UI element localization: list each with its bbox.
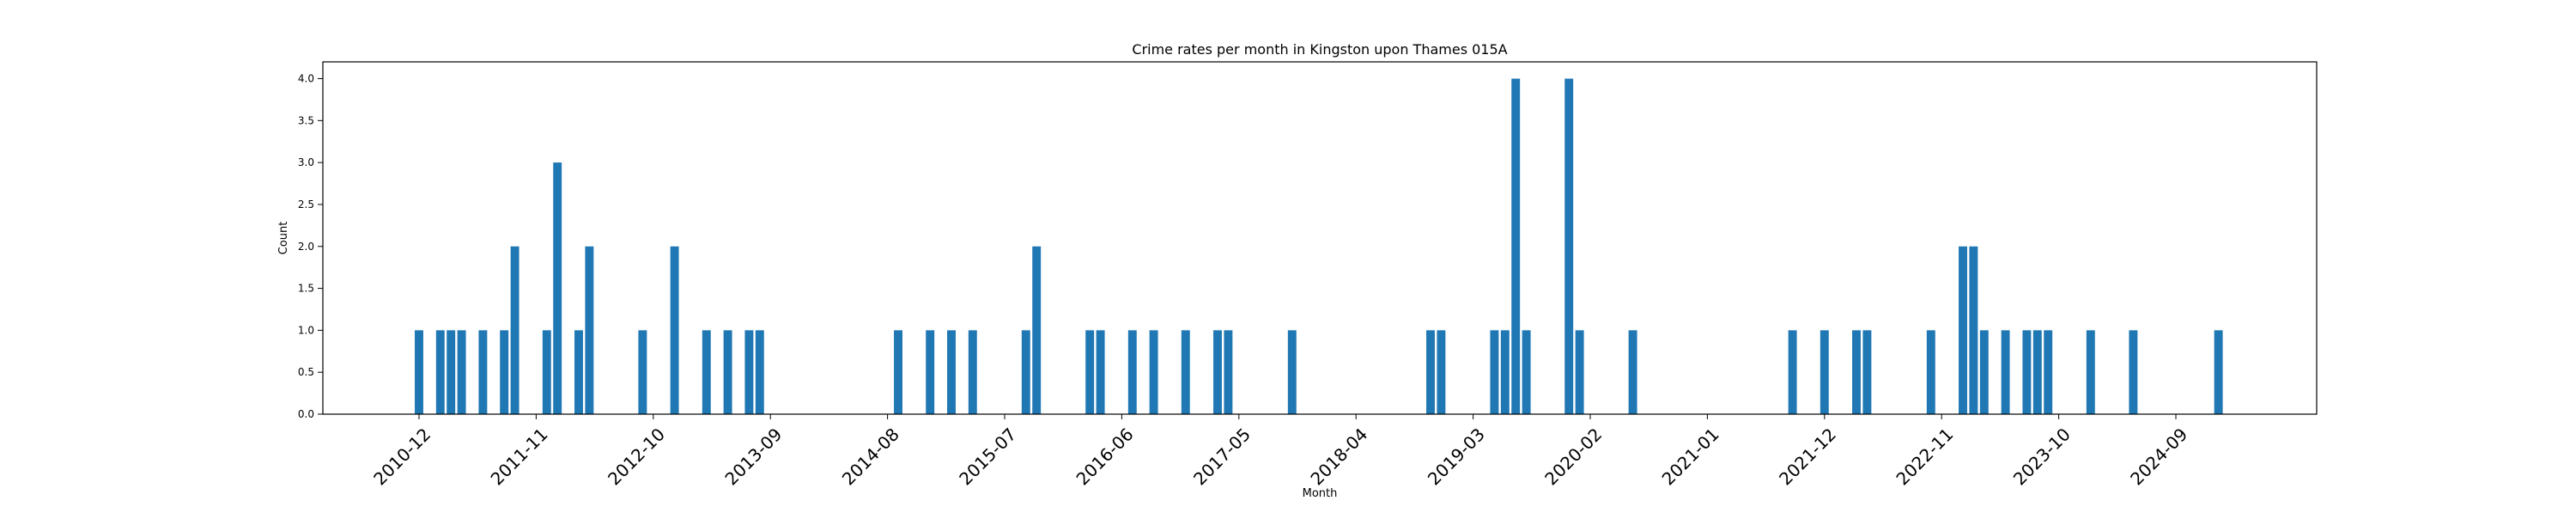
bar bbox=[1852, 330, 1861, 414]
bar bbox=[1032, 246, 1042, 414]
bar bbox=[1862, 330, 1872, 414]
bar bbox=[1096, 330, 1105, 414]
bar bbox=[1522, 330, 1531, 414]
x-tick-label: 2013-09 bbox=[720, 424, 786, 489]
bar bbox=[1021, 330, 1030, 414]
y-tick-label: 1.0 bbox=[298, 324, 314, 336]
bar bbox=[457, 330, 466, 414]
bar bbox=[2022, 330, 2032, 414]
bar bbox=[1926, 330, 1935, 414]
bar bbox=[947, 330, 956, 414]
bar bbox=[478, 330, 488, 414]
x-tick-label: 2015-07 bbox=[955, 424, 1020, 489]
bar bbox=[542, 330, 551, 414]
x-tick-label: 2018-04 bbox=[1306, 424, 1371, 489]
x-tick-label: 2012-10 bbox=[604, 424, 669, 489]
x-tick-label: 2020-02 bbox=[1540, 424, 1606, 489]
bar bbox=[1149, 330, 1158, 414]
x-tick-label: 2021-12 bbox=[1775, 424, 1840, 489]
bar bbox=[1490, 330, 1499, 414]
x-tick-label: 2010-12 bbox=[369, 424, 434, 489]
bar bbox=[1575, 330, 1584, 414]
y-tick-label: 3.0 bbox=[298, 156, 314, 168]
y-tick-label: 0.0 bbox=[298, 408, 314, 420]
x-tick-label: 2021-01 bbox=[1658, 424, 1723, 489]
y-tick-label: 1.5 bbox=[298, 283, 314, 295]
y-tick-label: 2.0 bbox=[298, 241, 314, 253]
bar bbox=[702, 330, 711, 414]
x-tick-label: 2023-10 bbox=[2009, 424, 2075, 489]
x-tick-label: 2019-03 bbox=[1424, 424, 1489, 489]
x-tick-label: 2014-08 bbox=[838, 424, 903, 489]
bar bbox=[1564, 78, 1574, 415]
bar bbox=[1511, 78, 1521, 415]
chart-title: Crime rates per month in Kingston upon T… bbox=[1132, 41, 1507, 58]
bar bbox=[2032, 330, 2042, 414]
bar bbox=[723, 330, 732, 414]
bar bbox=[2129, 330, 2138, 414]
bar bbox=[1287, 330, 1297, 414]
bar bbox=[435, 330, 445, 414]
x-tick-label: 2022-11 bbox=[1892, 424, 1957, 489]
bar bbox=[447, 330, 456, 414]
y-axis-label: Count bbox=[277, 222, 290, 255]
x-tick-label: 2024-09 bbox=[2126, 424, 2191, 489]
bar bbox=[1969, 246, 1978, 414]
y-tick-label: 4.0 bbox=[298, 73, 314, 85]
bar bbox=[1437, 330, 1446, 414]
y-axis: 0.0 0.5 1.0 1.5 2.0 2.5 3.0 3.5 4.0 bbox=[298, 73, 323, 420]
bar bbox=[500, 330, 509, 414]
y-tick-label: 3.5 bbox=[298, 114, 314, 126]
bar bbox=[415, 330, 423, 414]
bar bbox=[1127, 330, 1137, 414]
bar bbox=[755, 330, 764, 414]
bar bbox=[2044, 330, 2053, 414]
plot-frame bbox=[322, 61, 2318, 415]
bar bbox=[926, 330, 935, 414]
bar bbox=[1500, 330, 1510, 414]
x-tick-label: 2011-11 bbox=[487, 424, 552, 489]
bar bbox=[2214, 330, 2223, 414]
bar bbox=[574, 330, 583, 414]
bar bbox=[2001, 330, 2010, 414]
bar bbox=[968, 330, 977, 414]
bar bbox=[1788, 330, 1797, 414]
bar bbox=[744, 330, 754, 414]
bar bbox=[2086, 330, 2095, 414]
x-tick-label: 2017-05 bbox=[1189, 424, 1255, 489]
bar bbox=[894, 330, 902, 414]
bar bbox=[1959, 246, 1967, 414]
bar bbox=[1085, 330, 1095, 414]
bar bbox=[1181, 330, 1190, 414]
bar bbox=[670, 246, 679, 414]
y-tick-label: 2.5 bbox=[298, 198, 314, 211]
bar bbox=[1426, 330, 1435, 414]
bar bbox=[1979, 330, 1989, 414]
y-tick-label: 0.5 bbox=[298, 366, 314, 378]
bar bbox=[510, 246, 519, 414]
bar bbox=[1213, 330, 1222, 414]
bar bbox=[1628, 330, 1637, 414]
bar bbox=[1820, 330, 1829, 414]
bar bbox=[553, 162, 562, 414]
bar bbox=[1224, 330, 1233, 414]
x-axis-label: Month bbox=[1303, 487, 1338, 500]
bar bbox=[638, 330, 647, 414]
x-tick-label: 2016-06 bbox=[1072, 424, 1138, 489]
bar bbox=[585, 246, 594, 414]
bars-group bbox=[415, 78, 2223, 415]
x-axis: 2010-12 2011-11 2012-10 2013-09 2014-08 2015-… bbox=[369, 414, 2191, 489]
